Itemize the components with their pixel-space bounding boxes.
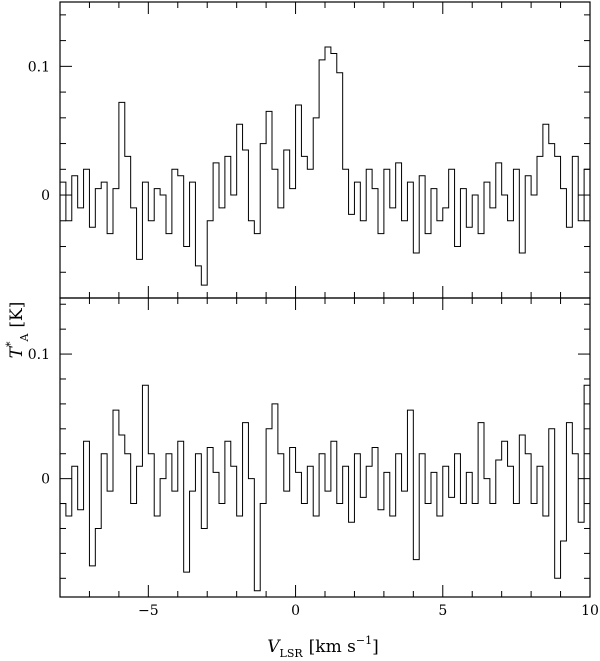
x-axis-label: VLSR [km s−1] — [267, 634, 378, 660]
x-tick-label: 0 — [291, 603, 300, 619]
x-tick-label: 5 — [438, 603, 447, 619]
bottom-panel: 0 0.1 −5 0 5 10 — [28, 297, 599, 619]
y-tick-label: 0.1 — [28, 59, 50, 75]
top-panel: 00.1 — [28, 1, 591, 299]
panel-frame — [59, 1, 591, 299]
spectrum-line — [60, 46, 590, 286]
panel-frame — [59, 297, 591, 598]
spectrum-line — [60, 384, 590, 592]
y-tick-label: 0.1 — [28, 347, 50, 363]
y-tick-label: 0 — [41, 472, 50, 488]
y-tick-label: 0 — [41, 188, 50, 204]
y-axis-label: T*A[K] — [4, 302, 31, 359]
x-tick-label: 10 — [581, 603, 599, 619]
x-tick-label: −5 — [138, 603, 159, 619]
